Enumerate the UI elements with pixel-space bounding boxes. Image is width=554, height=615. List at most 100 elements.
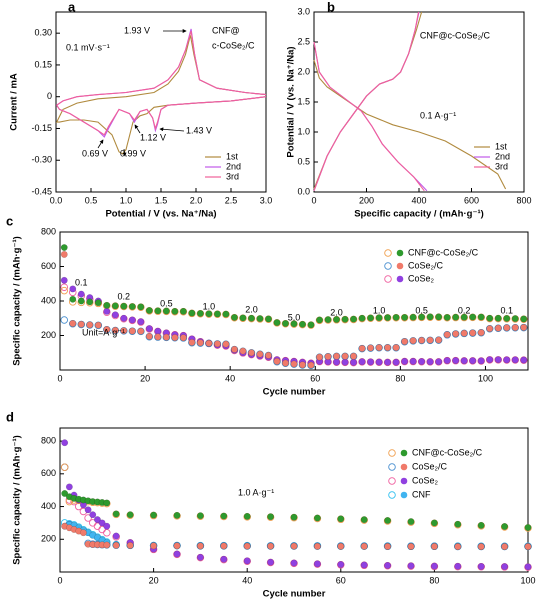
filled-point bbox=[407, 543, 415, 550]
filled-point bbox=[243, 542, 251, 550]
filled-point bbox=[60, 244, 68, 251]
filled-point bbox=[128, 303, 136, 310]
filled-point bbox=[111, 311, 119, 319]
annotation: 1.43 V bbox=[186, 125, 212, 135]
y-tick-label: 3.0 bbox=[297, 6, 310, 16]
filled-point bbox=[120, 314, 128, 322]
filled-point bbox=[401, 338, 409, 345]
filled-point bbox=[230, 345, 238, 353]
y-tick-label: -0.15 bbox=[31, 123, 52, 133]
rate-label: 1.0 bbox=[203, 301, 216, 311]
filled-point bbox=[418, 336, 426, 344]
filled-point bbox=[435, 358, 443, 366]
rate-label: 1.0 bbox=[373, 305, 386, 315]
filled-point bbox=[486, 356, 494, 364]
filled-point bbox=[350, 315, 358, 323]
legend-open bbox=[388, 491, 396, 499]
filled-point bbox=[205, 310, 213, 318]
filled-point bbox=[511, 356, 519, 364]
filled-point bbox=[367, 358, 375, 366]
filled-point bbox=[112, 532, 120, 540]
filled-point bbox=[213, 340, 221, 348]
filled-point bbox=[243, 512, 251, 520]
filled-point bbox=[486, 325, 494, 333]
filled-point bbox=[179, 307, 187, 315]
filled-point bbox=[454, 562, 462, 570]
legend-open bbox=[388, 477, 396, 485]
filled-point bbox=[435, 336, 443, 344]
x-axis-label: Potential / V (vs. Na⁺/Na) bbox=[105, 209, 216, 220]
filled-point bbox=[86, 321, 94, 329]
legend-open bbox=[388, 463, 396, 471]
filled-point bbox=[103, 522, 111, 530]
y-tick-label: 800 bbox=[41, 435, 56, 445]
filled-point bbox=[267, 513, 275, 521]
open-point bbox=[60, 463, 69, 472]
filled-point bbox=[477, 543, 485, 551]
filled-point bbox=[154, 327, 162, 335]
filled-point bbox=[524, 563, 532, 571]
filled-point bbox=[418, 358, 426, 365]
filled-point bbox=[188, 309, 196, 317]
filled-point bbox=[220, 555, 228, 563]
filled-point bbox=[501, 563, 509, 571]
filled-point bbox=[213, 310, 221, 318]
filled-point bbox=[460, 313, 468, 321]
filled-point bbox=[469, 357, 477, 365]
legend-label: CNF@c-CoSe₂/C bbox=[408, 247, 479, 257]
filled-point bbox=[409, 337, 417, 345]
filled-point bbox=[426, 358, 434, 366]
filled-point bbox=[103, 301, 111, 309]
filled-point bbox=[313, 514, 321, 522]
filled-point bbox=[69, 285, 77, 293]
y-tick-label: 0 bbox=[47, 91, 52, 101]
filled-point bbox=[61, 490, 69, 497]
annotation: 0.99 V bbox=[120, 148, 146, 158]
filled-point bbox=[94, 321, 102, 329]
filled-point bbox=[524, 524, 532, 531]
filled-point bbox=[256, 315, 264, 323]
legend-open bbox=[388, 449, 396, 457]
filled-point bbox=[145, 325, 153, 333]
annotation: CNF@ bbox=[212, 25, 240, 35]
filled-point bbox=[188, 338, 196, 346]
x-tick-label: 60 bbox=[336, 575, 346, 585]
y-tick-label: 800 bbox=[41, 226, 56, 236]
x-tick-label: 80 bbox=[395, 373, 405, 383]
filled-point bbox=[94, 299, 102, 307]
filled-point bbox=[173, 511, 181, 519]
filled-point bbox=[454, 520, 462, 528]
filled-point bbox=[282, 359, 289, 367]
rate-label: 2.0 bbox=[330, 307, 343, 317]
curve bbox=[313, 11, 425, 192]
legend-label: 1st bbox=[226, 151, 239, 161]
y-tick-label: 200 bbox=[41, 330, 56, 340]
filled-point bbox=[350, 358, 358, 366]
filled-point bbox=[154, 333, 162, 341]
open-point bbox=[60, 286, 69, 295]
filled-point bbox=[61, 439, 69, 447]
y-tick-label: -0.30 bbox=[31, 155, 52, 165]
x-tick-label: 40 bbox=[225, 373, 235, 383]
legend-open bbox=[384, 249, 392, 257]
filled-point bbox=[60, 250, 68, 258]
y-tick-label: 0.30 bbox=[34, 28, 52, 38]
legend-filled bbox=[396, 262, 404, 270]
filled-point bbox=[196, 542, 204, 550]
filled-point bbox=[103, 326, 111, 333]
filled-point bbox=[137, 327, 145, 335]
filled-point bbox=[239, 347, 247, 355]
filled-point bbox=[477, 521, 485, 529]
filled-point bbox=[443, 313, 451, 321]
filled-point bbox=[384, 344, 392, 352]
filled-point bbox=[205, 339, 213, 347]
x-tick-label: 0.5 bbox=[85, 195, 98, 205]
filled-point bbox=[375, 314, 383, 322]
filled-point bbox=[503, 356, 511, 364]
x-tick-label: 3.0 bbox=[260, 195, 273, 205]
filled-point bbox=[196, 309, 204, 317]
filled-point bbox=[333, 352, 340, 360]
filled-point bbox=[341, 315, 349, 323]
y-axis-label: Specific capacity / (mAh·g⁻¹) bbox=[12, 435, 23, 565]
y-tick-label: 200 bbox=[41, 534, 56, 544]
